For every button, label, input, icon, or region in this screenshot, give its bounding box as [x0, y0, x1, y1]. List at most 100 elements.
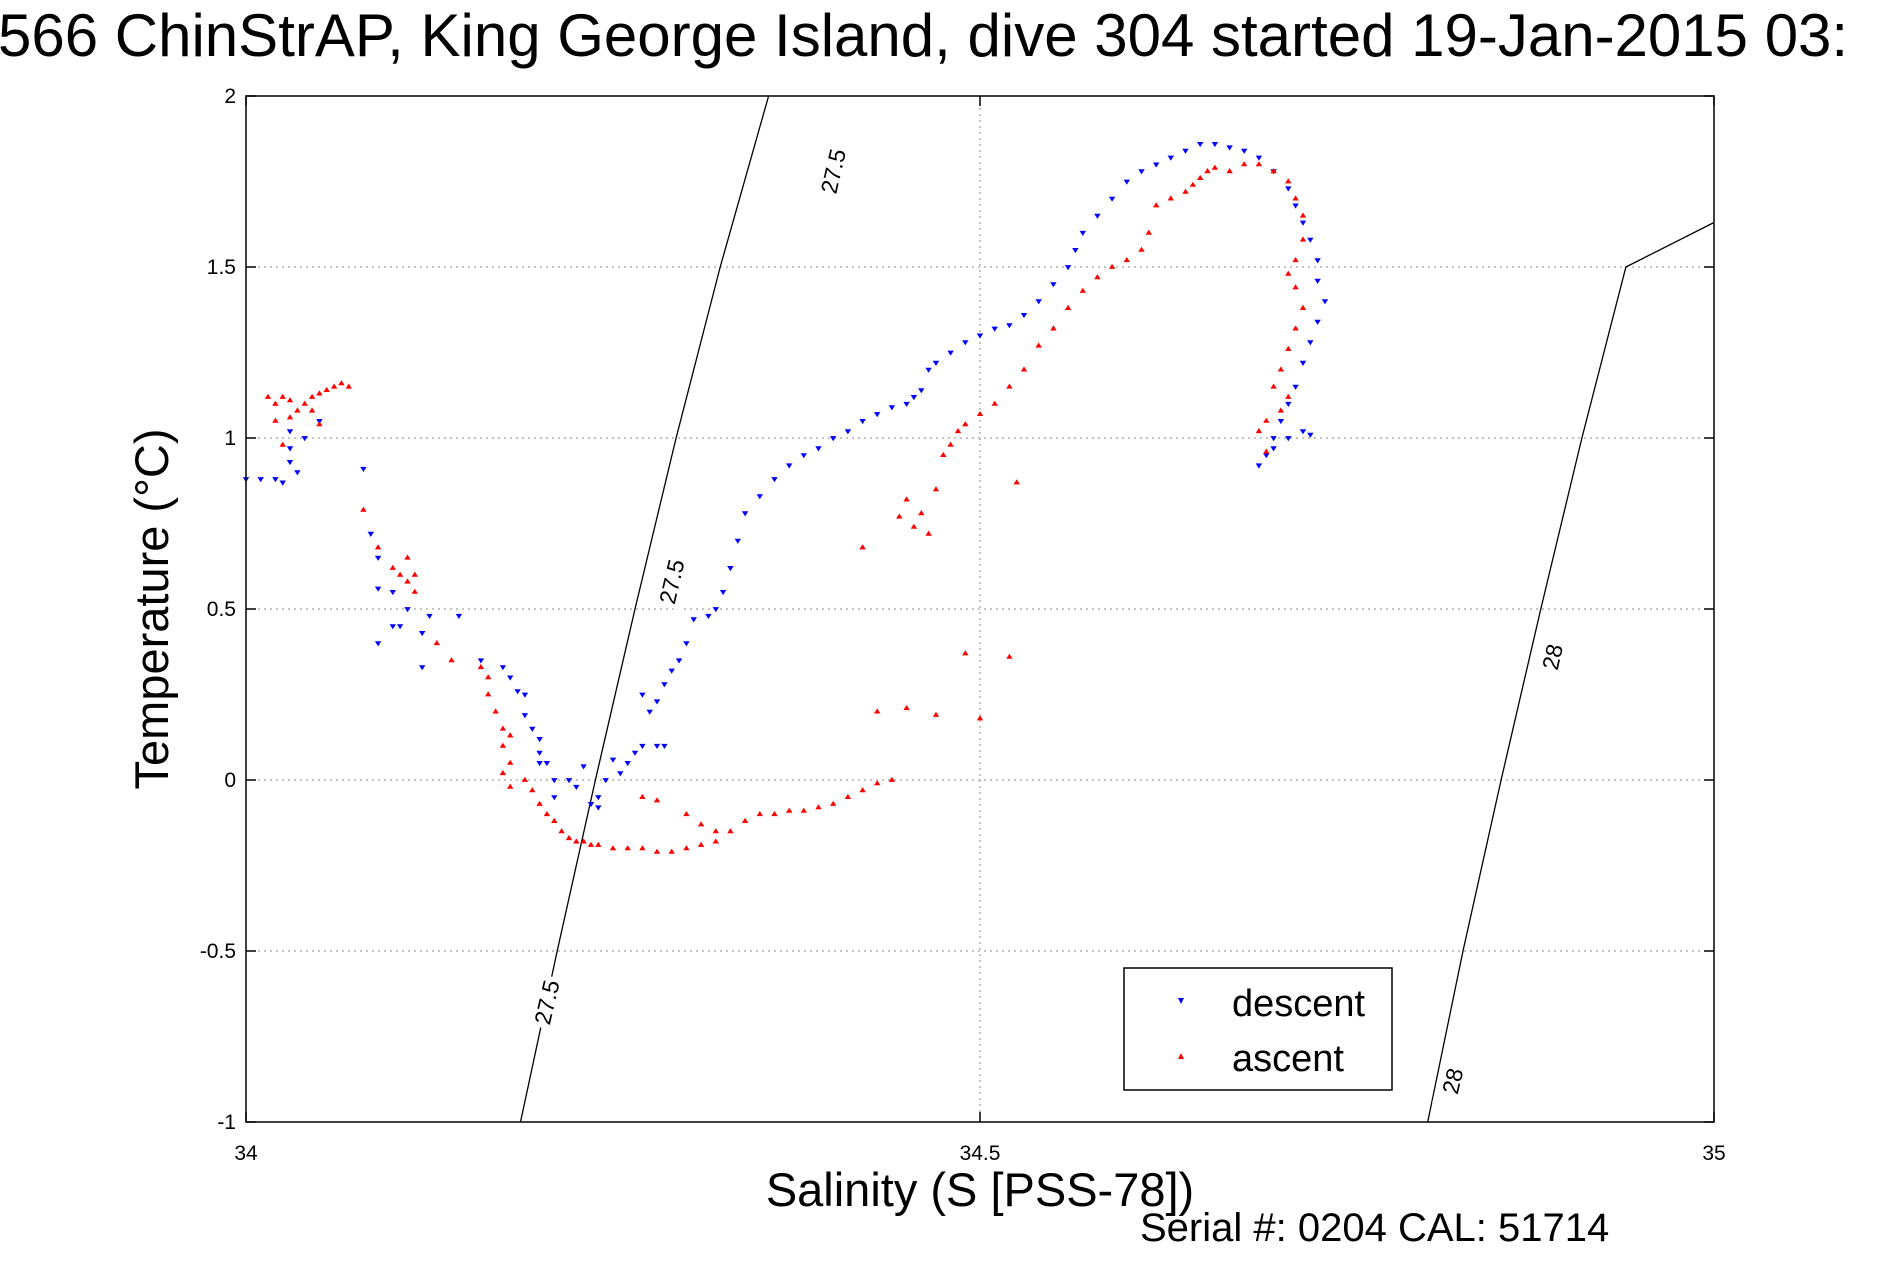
marker-ascent — [543, 811, 551, 817]
marker-ascent — [932, 711, 940, 717]
marker-ascent — [521, 776, 529, 782]
marker-ascent — [264, 393, 272, 399]
marker-descent — [1285, 436, 1292, 442]
marker-descent — [1314, 319, 1321, 325]
marker-ascent — [573, 838, 580, 844]
marker-ascent — [859, 787, 866, 793]
marker-ascent — [786, 807, 793, 813]
marker-descent — [1050, 282, 1057, 288]
marker-descent — [536, 750, 543, 756]
y-tick-label: -0.5 — [200, 940, 236, 963]
marker-ascent — [286, 414, 294, 420]
marker-ascent — [653, 797, 661, 803]
marker-ascent — [1020, 366, 1028, 372]
marker-ascent — [800, 807, 807, 813]
marker-ascent — [1013, 479, 1020, 485]
marker-descent — [1153, 162, 1160, 168]
marker-descent — [786, 463, 793, 469]
marker-descent — [374, 555, 382, 561]
marker-ascent — [918, 510, 925, 516]
marker-descent — [536, 737, 543, 743]
x-tick-label: 34 — [234, 1142, 258, 1165]
marker-descent — [653, 699, 661, 705]
marker-ascent — [1270, 383, 1277, 389]
marker-descent — [756, 494, 763, 500]
marker-descent — [962, 340, 969, 346]
marker-ascent — [580, 838, 587, 844]
chart-title: 566 ChinStrAP, King George Island, dive … — [0, 2, 1848, 69]
marker-ascent — [1006, 383, 1013, 389]
marker-descent — [602, 778, 609, 784]
isopycnal-label: 28 — [1437, 1066, 1468, 1097]
marker-ascent — [308, 407, 316, 413]
marker-ascent — [345, 383, 352, 389]
marker-descent — [727, 566, 734, 572]
marker-descent — [1277, 419, 1285, 425]
marker-descent — [514, 689, 521, 695]
marker-ascent — [1197, 174, 1204, 180]
marker-descent — [668, 668, 675, 674]
marker-descent — [815, 446, 822, 452]
marker-ascent — [830, 800, 837, 806]
legend-label-ascent: ascent — [1232, 1038, 1344, 1080]
marker-descent — [976, 333, 984, 339]
marker-descent — [631, 750, 639, 756]
isopycnal-line — [519, 95, 770, 1123]
marker-ascent — [991, 400, 998, 406]
marker-descent — [286, 460, 294, 466]
marker-descent — [286, 446, 294, 452]
marker-ascent — [697, 841, 705, 847]
marker-ascent — [947, 441, 954, 447]
marker-ascent — [595, 841, 602, 847]
marker-descent — [1123, 179, 1130, 185]
marker-descent — [455, 613, 463, 619]
y-tick-label: -1 — [217, 1111, 236, 1134]
marker-descent — [888, 405, 896, 411]
isopycnal-label-bg — [651, 552, 693, 611]
marker-ascent — [551, 817, 558, 823]
legend: descent ascent — [1123, 967, 1393, 1091]
marker-descent — [551, 795, 558, 801]
marker-descent — [1072, 248, 1079, 254]
marker-ascent — [844, 793, 852, 799]
marker-ascent — [411, 571, 418, 577]
marker-descent — [947, 350, 954, 356]
marker-descent — [1108, 196, 1116, 202]
marker-ascent — [499, 770, 507, 776]
y-tick-label: 2 — [224, 85, 236, 108]
marker-ascent — [1189, 181, 1197, 187]
marker-descent — [565, 778, 573, 784]
marker-descent — [551, 778, 558, 784]
marker-ascent — [903, 705, 910, 711]
marker-descent — [521, 692, 529, 698]
isopycnal-label: 28 — [1537, 641, 1568, 672]
marker-ascent — [279, 441, 286, 447]
marker-ascent — [499, 725, 507, 731]
marker-descent — [675, 658, 683, 664]
marker-descent — [1064, 265, 1072, 271]
marker-descent — [734, 538, 741, 544]
marker-ascent — [587, 841, 595, 847]
marker-ascent — [492, 708, 499, 714]
marker-ascent — [294, 407, 301, 413]
marker-ascent — [1138, 246, 1145, 252]
marker-ascent — [940, 451, 947, 457]
marker-ascent — [389, 564, 396, 570]
x-tick-label: 34.5 — [960, 1142, 1001, 1165]
marker-ascent — [558, 828, 565, 834]
marker-ascent — [1292, 257, 1299, 263]
marker-ascent — [1241, 161, 1248, 167]
marker-ascent — [1299, 236, 1307, 242]
marker-ascent — [301, 400, 308, 406]
y-tick-label: 0 — [224, 769, 236, 792]
marker-ascent — [859, 544, 866, 550]
marker-descent — [639, 692, 646, 698]
marker-ascent — [565, 834, 573, 841]
marker-descent — [367, 531, 374, 537]
marker-ascent — [683, 811, 690, 817]
marker-ascent — [962, 421, 969, 427]
marker-ascent — [1285, 345, 1292, 351]
marker-ascent — [683, 845, 690, 851]
marker-descent — [426, 613, 433, 619]
